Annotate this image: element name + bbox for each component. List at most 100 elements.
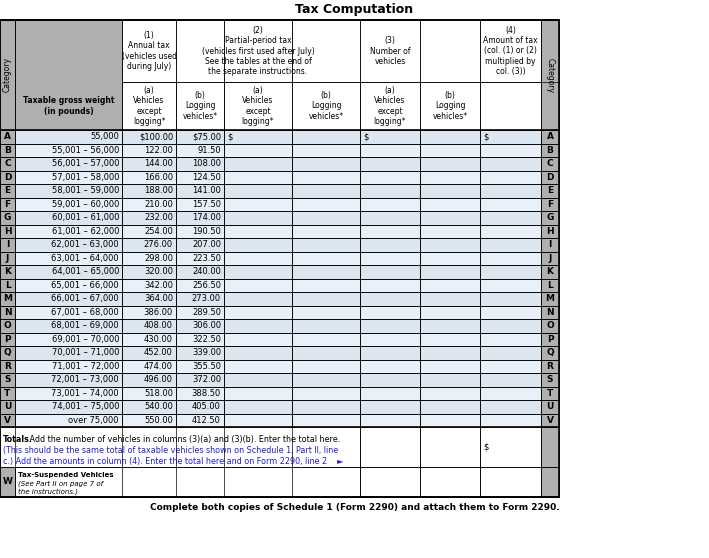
Bar (541, 387, 559, 400)
Bar (420, 184, 480, 198)
Bar (176, 224, 224, 238)
Text: 62,001 – 63,000: 62,001 – 63,000 (51, 240, 119, 249)
Bar (480, 252, 541, 265)
Bar (292, 143, 360, 157)
Bar (541, 130, 559, 143)
Text: T: T (4, 389, 11, 398)
Text: 67,001 – 68,000: 67,001 – 68,000 (51, 308, 119, 317)
Bar (0, 20, 15, 130)
Bar (360, 265, 420, 278)
Bar (541, 157, 559, 171)
Text: O: O (4, 321, 11, 330)
Bar (15, 171, 122, 184)
Text: 386.00: 386.00 (144, 308, 173, 317)
Text: 518.00: 518.00 (144, 389, 173, 398)
Bar (15, 198, 122, 211)
Text: H: H (546, 227, 554, 235)
Text: Complete both copies of Schedule 1 (Form 2290) and attach them to Form 2290.: Complete both copies of Schedule 1 (Form… (150, 503, 559, 512)
Text: Tax Computation: Tax Computation (296, 3, 413, 17)
Bar (480, 157, 541, 171)
Bar (541, 238, 559, 252)
Text: G: G (547, 213, 554, 222)
Bar (420, 427, 480, 467)
Text: C: C (4, 159, 11, 169)
Bar (541, 198, 559, 211)
Text: 157.50: 157.50 (192, 200, 221, 209)
Bar (122, 413, 176, 427)
Bar (480, 319, 541, 333)
Bar (0, 143, 15, 157)
Bar (15, 143, 122, 157)
Bar (292, 184, 360, 198)
Bar (480, 413, 541, 427)
Bar (15, 359, 122, 373)
Text: 540.00: 540.00 (144, 402, 173, 411)
Text: 289.50: 289.50 (192, 308, 221, 317)
Bar (176, 252, 224, 265)
Bar (122, 387, 176, 400)
Bar (480, 184, 541, 198)
Bar (176, 130, 224, 143)
Bar (15, 373, 122, 387)
Bar (292, 305, 360, 319)
Bar (122, 252, 176, 265)
Bar (360, 224, 420, 238)
Bar (15, 413, 122, 427)
Bar (15, 319, 122, 333)
Text: 141.00: 141.00 (192, 186, 221, 195)
Text: 70,001 – 71,000: 70,001 – 71,000 (52, 348, 119, 357)
Bar (176, 143, 224, 157)
Bar (224, 238, 292, 252)
Bar (122, 143, 176, 157)
Bar (0, 319, 15, 333)
Bar (224, 346, 292, 359)
Bar (0, 427, 360, 467)
Bar (480, 198, 541, 211)
Bar (224, 157, 292, 171)
Bar (420, 278, 480, 292)
Bar (292, 198, 360, 211)
Text: 56,001 – 57,000: 56,001 – 57,000 (52, 159, 119, 169)
Bar (480, 82, 541, 130)
Text: H: H (4, 227, 11, 235)
Text: 190.50: 190.50 (192, 227, 221, 235)
Bar (420, 130, 480, 143)
Bar (541, 211, 559, 224)
Bar (122, 82, 176, 130)
Text: (See Part II on page 7 of: (See Part II on page 7 of (18, 480, 103, 487)
Bar (15, 278, 122, 292)
Bar (420, 198, 480, 211)
Text: P: P (547, 335, 553, 344)
Bar (292, 333, 360, 346)
Bar (224, 292, 292, 305)
Text: N: N (546, 308, 554, 317)
Bar (15, 305, 122, 319)
Bar (292, 278, 360, 292)
Bar (224, 265, 292, 278)
Bar (224, 171, 292, 184)
Bar (360, 157, 420, 171)
Bar (176, 413, 224, 427)
Bar (360, 467, 420, 497)
Text: 298.00: 298.00 (144, 254, 173, 263)
Text: F: F (547, 200, 553, 209)
Text: Category: Category (545, 57, 554, 93)
Bar (360, 171, 420, 184)
Text: 72,001 – 73,000: 72,001 – 73,000 (51, 375, 119, 384)
Bar (15, 292, 122, 305)
Bar (0, 346, 15, 359)
Text: over 75,000: over 75,000 (69, 416, 119, 425)
Bar (122, 224, 176, 238)
Bar (0, 130, 15, 143)
Bar (541, 305, 559, 319)
Bar (292, 359, 360, 373)
Text: A: A (4, 132, 11, 141)
Bar (176, 333, 224, 346)
Bar (122, 319, 176, 333)
Bar (292, 224, 360, 238)
Bar (122, 333, 176, 346)
Text: L: L (5, 281, 11, 290)
Text: (a)
Vehicles
except
logging*: (a) Vehicles except logging* (242, 86, 274, 126)
Bar (480, 238, 541, 252)
Bar (420, 171, 480, 184)
